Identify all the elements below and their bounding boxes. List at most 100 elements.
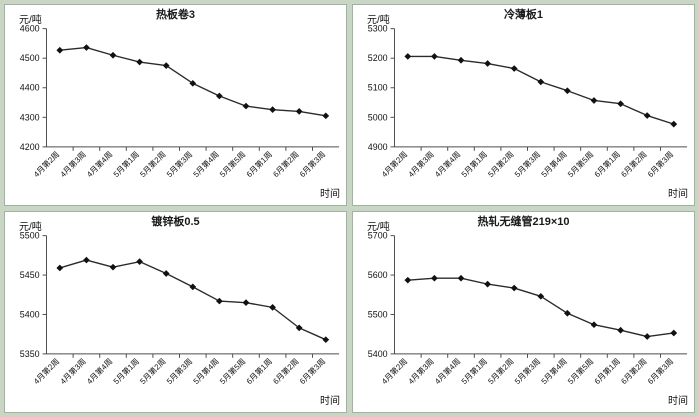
x-tick-label: 5月第2周	[486, 149, 516, 179]
x-tick-label: 4月第4周	[432, 149, 462, 179]
data-point-marker	[109, 263, 117, 271]
x-tick-label: 5月第5周	[565, 149, 595, 179]
x-tick-label: 6月第2周	[271, 356, 301, 386]
y-tick-label: 4200	[20, 142, 40, 152]
x-tick-label: 4月第4周	[432, 356, 462, 386]
data-point-marker	[643, 333, 651, 340]
line-chart-svg: 5400 5500 5600 5700 4月第2周4月第3周4月第4周5月第1周5月第2…	[368, 231, 688, 386]
data-point-marker	[295, 324, 303, 332]
data-point-marker	[322, 336, 330, 344]
y-tick-label: 4300	[20, 112, 40, 122]
y-tick-label: 5500	[20, 231, 40, 241]
chart-title: 热板卷3	[155, 9, 196, 21]
data-point-marker	[643, 112, 651, 119]
y-axis-unit-label: 元/吨	[19, 222, 42, 233]
x-axis-label: 时间	[668, 189, 688, 200]
x-tick-label: 6月第3周	[297, 149, 327, 179]
x-tick-label: 5月第2周	[486, 356, 516, 386]
x-tick-label: 5月第3周	[512, 149, 542, 179]
x-tick-label: 6月第1周	[244, 356, 274, 386]
data-point-marker	[484, 60, 491, 67]
x-tick-label: 4月第2周	[379, 356, 409, 386]
data-point-marker	[269, 304, 276, 311]
x-axis-label: 时间	[668, 396, 688, 407]
chart-panel-hot-rolled-seamless-pipe: 元/吨 热轧无缝管219×10 5400 5500 5600 5700 4月第2周 4月第…	[352, 211, 695, 413]
data-point-marker	[109, 51, 117, 59]
series-line	[407, 277, 675, 338]
data-point-marker	[670, 120, 678, 128]
x-axis-label: 时间	[320, 189, 340, 200]
x-tick-label: 6月第2周	[619, 149, 649, 179]
data-point-marker	[590, 97, 598, 104]
x-tick-label: 6月第2周	[619, 356, 649, 386]
y-axis-unit-label: 元/吨	[19, 15, 42, 26]
data-point-marker	[404, 276, 412, 284]
data-point-marker	[56, 46, 64, 54]
x-tick-label: 4月第2周	[379, 149, 409, 179]
x-tick-label: 6月第3周	[645, 149, 675, 179]
y-tick-label: 5500	[368, 309, 388, 319]
data-point-marker	[431, 53, 438, 60]
data-point-marker	[216, 297, 223, 305]
x-tick-label: 5月第4周	[539, 356, 569, 386]
y-tick-label: 5100	[368, 83, 388, 93]
x-tick-label: 4月第2周	[31, 356, 61, 386]
data-point-marker	[510, 65, 518, 72]
y-tick-label: 5700	[368, 231, 388, 241]
data-point-marker	[269, 106, 276, 113]
data-point-marker	[670, 329, 678, 337]
x-tick-label: 6月第1周	[244, 149, 274, 179]
chart-panel-galvanized-sheet-0-5: 元/吨 镀锌板0.5 5350 5400 5450 5500 4月第2周 4月第3周 4月第…	[4, 211, 347, 413]
y-axis-unit-label: 元/吨	[367, 222, 390, 233]
data-point-marker	[189, 79, 197, 87]
data-point-marker	[617, 326, 624, 334]
data-point-marker	[242, 102, 250, 110]
x-tick-label: 5月第3周	[164, 356, 194, 386]
x-tick-label: 5月第2周	[138, 149, 168, 179]
data-point-marker	[136, 58, 143, 66]
line-chart-svg: 4900 5000 5100 5200 5300 4月第2周4月第3周4月第4周5月第1周…	[368, 24, 688, 179]
data-point-marker	[484, 280, 491, 288]
y-tick-label: 5200	[368, 53, 388, 63]
x-tick-label: 5月第4周	[539, 149, 569, 179]
series-line	[59, 259, 327, 341]
x-tick-label: 6月第3周	[645, 356, 675, 386]
data-point-marker	[431, 274, 438, 282]
y-tick-label: 4500	[20, 53, 40, 63]
data-point-marker	[136, 258, 143, 266]
data-point-marker	[216, 92, 223, 100]
data-point-marker	[537, 78, 545, 86]
x-tick-label: 5月第3周	[164, 149, 194, 179]
chart-panel-cold-rolled-sheet-1: 元/吨 冷薄板1 4900 5000 5100 5200 5300 4月第2周 4月第3周 4…	[352, 4, 695, 206]
data-point-marker	[162, 270, 170, 277]
chart-panel-hot-rolled-coil-3: 元/吨 热板卷3 4200 4300 4400 4500 4600 4月第2周 4月第3周 4…	[4, 4, 347, 206]
data-point-marker	[322, 112, 330, 120]
x-tick-label: 5月第1周	[459, 149, 489, 179]
y-tick-label: 5350	[20, 349, 40, 359]
y-tick-label: 5450	[20, 270, 40, 280]
x-tick-label: 5月第1周	[111, 356, 141, 386]
line-chart-svg: 5350 5400 5450 5500 4月第2周4月第3周4月第4周5月第1周5月第2…	[20, 231, 340, 386]
data-point-marker	[617, 100, 624, 108]
chart-title: 冷薄板1	[503, 9, 544, 21]
x-tick-label: 6月第3周	[297, 356, 327, 386]
data-point-marker	[242, 299, 250, 306]
y-tick-label: 5400	[368, 349, 388, 359]
x-tick-label: 5月第1周	[111, 149, 141, 179]
data-point-marker	[564, 87, 571, 95]
chart-title: 热轧无缝管219×10	[477, 216, 570, 228]
data-point-marker	[590, 321, 598, 329]
x-tick-label: 5月第2周	[138, 356, 168, 386]
data-point-marker	[295, 108, 303, 115]
x-axis-label: 时间	[320, 396, 340, 407]
data-point-marker	[83, 256, 90, 264]
y-tick-label: 4900	[368, 142, 388, 152]
data-point-marker	[56, 264, 64, 272]
x-tick-label: 5月第4周	[191, 149, 221, 179]
chart-grid: 元/吨 热板卷3 4200 4300 4400 4500 4600 4月第2周 4月第3周 4…	[4, 4, 695, 413]
data-point-marker	[537, 292, 545, 300]
x-tick-label: 4月第3周	[58, 356, 88, 386]
series-line	[407, 55, 675, 125]
x-tick-label: 4月第4周	[84, 149, 114, 179]
